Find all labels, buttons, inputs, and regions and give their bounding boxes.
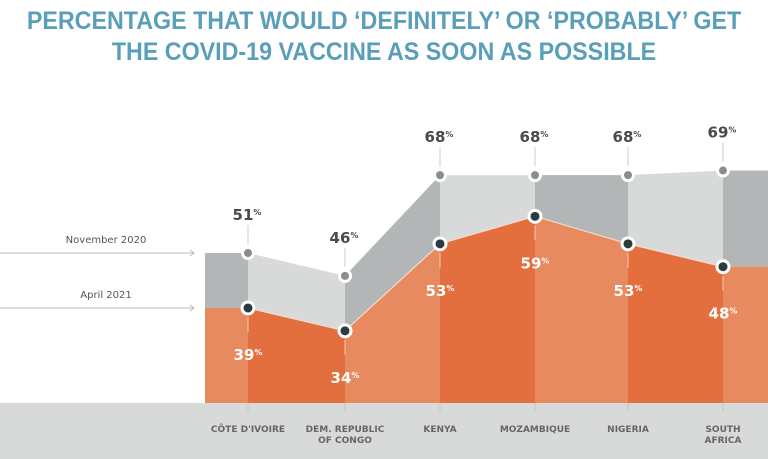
legend-april-2021: April 2021: [80, 290, 131, 301]
april-2021-line: [247, 215, 724, 332]
april-2021-area-segment: [345, 243, 440, 403]
april-2021-point: [243, 303, 253, 313]
november-2020-area-segment: [723, 170, 768, 267]
chart-title-line-1: PERCENTAGE THAT WOULD ‘DEFINITELY’ OR ‘P…: [26, 7, 742, 35]
april-2021-point: [530, 211, 540, 221]
april-2021-area-segment: [248, 307, 345, 403]
legend-arrow-head: [189, 304, 195, 312]
april-2021-point: [435, 239, 445, 249]
april-2021-area-segment: [723, 266, 768, 403]
november-2020-point: [531, 171, 539, 180]
november-2020-data-label: 68%: [520, 128, 549, 146]
november-2020-data-label: 46%: [330, 229, 359, 247]
x-tick-label: CÔTE D'IVOIRE: [211, 423, 285, 435]
x-tick-label: OF CONGO: [318, 436, 372, 446]
november-2020-data-label: 69%: [708, 124, 737, 142]
x-axis-band: [0, 403, 768, 459]
november-2020-area-segment: [345, 175, 440, 331]
x-tick-label: SOUTH: [705, 425, 740, 435]
legend-november-2020: November 2020: [66, 235, 147, 246]
november-2020-area-segment: [535, 175, 628, 244]
november-2020-point: [244, 249, 252, 257]
november-2020-point: [719, 166, 727, 175]
legend-arrow-head: [189, 249, 195, 257]
november-2020-area-segment: [205, 253, 248, 308]
april-2021-area-segment: [440, 216, 535, 403]
april-2021-point: [623, 239, 633, 249]
november-2020-area-segment: [440, 175, 535, 244]
x-tick-label: KENYA: [423, 425, 456, 435]
april-2021-area-segment: [535, 216, 628, 403]
november-2020-area-segment: [248, 253, 345, 331]
november-2020-point: [436, 171, 444, 180]
november-2020-point: [341, 271, 349, 280]
x-tick-label: NIGERIA: [607, 425, 649, 435]
april-2021-area-segment: [628, 243, 723, 403]
april-2021-point: [340, 326, 350, 336]
november-2020-data-label: 68%: [425, 128, 454, 146]
november-2020-data-label: 68%: [613, 128, 642, 146]
november-2020-data-label: 51%: [233, 206, 262, 224]
chart-title: PERCENTAGE THAT WOULD ‘DEFINITELY’ OR ‘P…: [27, 6, 741, 68]
april-2021-point: [718, 262, 728, 272]
april-2021-area-segment: [205, 307, 248, 403]
chart-title-line-2: THE COVID-19 VACCINE AS SOON AS POSSIBLE: [111, 38, 657, 66]
november-2020-area-segment: [628, 170, 723, 267]
november-2020-point: [624, 171, 632, 180]
x-tick-label: MOZAMBIQUE: [500, 425, 570, 435]
x-tick-label: DEM. REPUBLIC: [306, 425, 385, 435]
x-tick-label: AFRICA: [705, 436, 742, 446]
